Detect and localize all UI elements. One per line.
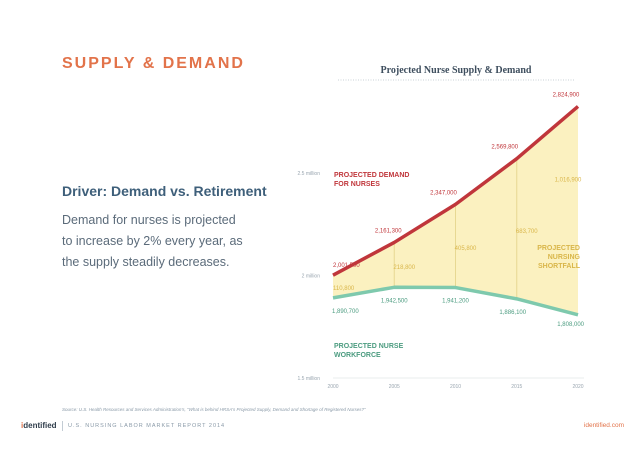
shortfall-annotation: SHORTFALL <box>538 263 581 270</box>
gap-value-label: 405,800 <box>455 246 477 252</box>
body-line: to increase by 2% every year, as <box>62 234 243 248</box>
gap-value-label: 1,016,900 <box>555 177 582 183</box>
x-tick-label: 2010 <box>450 384 461 390</box>
supply-value-label: 1,941,200 <box>442 299 469 305</box>
x-tick-label: 2015 <box>511 384 522 390</box>
footer-divider <box>62 421 63 431</box>
body-text: Demand for nurses is projected to increa… <box>62 210 277 273</box>
shortfall-annotation: NURSING <box>548 254 581 261</box>
gap-value-label: 683,700 <box>516 229 538 235</box>
demand-value-label: 2,824,900 <box>553 92 580 98</box>
y-tick-label: 2 million <box>302 274 321 280</box>
body-line: Demand for nurses is projected <box>62 213 236 227</box>
demand-value-label: 2,161,300 <box>375 228 402 234</box>
x-tick-label: 2020 <box>572 384 583 390</box>
body-line: the supply steadily decreases. <box>62 255 230 269</box>
identified-logo[interactable]: identified <box>21 421 57 430</box>
y-tick-label: 2.5 million <box>297 171 320 177</box>
supply-value-label: 1,942,500 <box>381 298 408 304</box>
report-title: U.S. NURSING LABOR MARKET REPORT 2014 <box>68 423 226 429</box>
y-tick-label: 1.5 million <box>297 376 320 382</box>
supply-value-label: 1,886,100 <box>499 310 526 316</box>
chart-title: Projected Nurse Supply & Demand <box>381 65 532 76</box>
x-tick-label: 2000 <box>327 384 338 390</box>
source-note: Source: U.S. Health Resources and Servic… <box>62 407 366 412</box>
gap-value-label: 110,800 <box>333 286 355 292</box>
supply-line <box>332 285 579 317</box>
supply-annotation: PROJECTED NURSE <box>334 343 404 350</box>
demand-annotation: PROJECTED DEMAND <box>334 172 409 179</box>
page-title: SUPPLY & DEMAND <box>62 55 245 72</box>
shortfall-annotation: PROJECTED <box>537 245 580 252</box>
demand-value-label: 2,001,500 <box>333 263 360 269</box>
supply-value-label: 1,890,700 <box>332 309 359 315</box>
supply-value-label: 1,808,000 <box>557 322 584 328</box>
demand-line <box>332 105 580 277</box>
demand-value-label: 2,347,000 <box>430 190 457 196</box>
gap-value-label: 218,800 <box>393 265 415 271</box>
x-tick-label: 2005 <box>389 384 400 390</box>
subhead: Driver: Demand vs. Retirement <box>62 183 267 199</box>
supply-annotation: WORKFORCE <box>334 352 381 359</box>
demand-annotation: FOR NURSES <box>334 181 380 188</box>
website-link[interactable]: identified.com <box>583 422 624 429</box>
demand-value-label: 2,569,800 <box>491 145 518 151</box>
